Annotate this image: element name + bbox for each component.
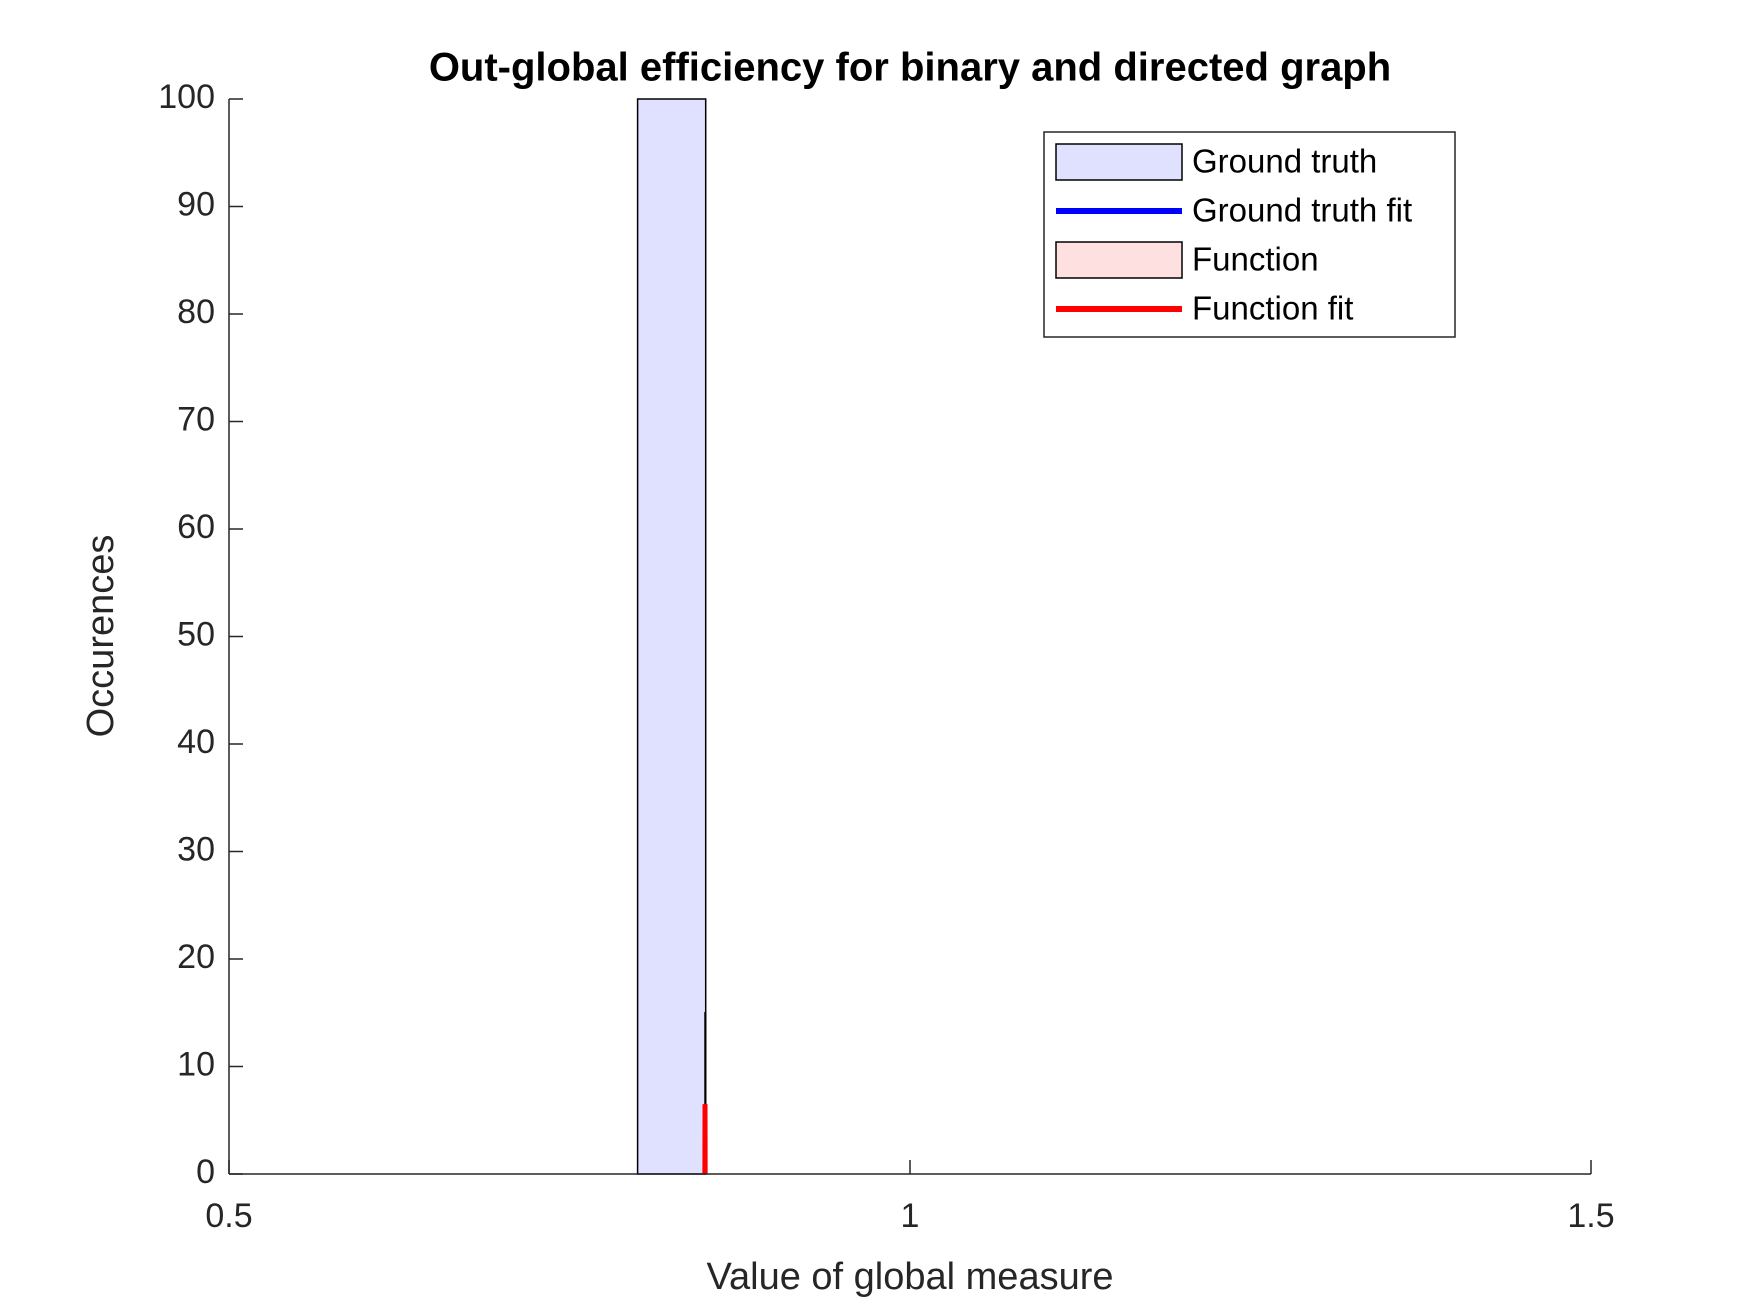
x-tick-label: 0.5	[205, 1197, 252, 1235]
legend-swatch	[1055, 143, 1183, 181]
y-tick-label: 100	[158, 78, 215, 116]
y-tick-label: 70	[177, 400, 215, 438]
y-tick-label: 0	[196, 1153, 215, 1191]
x-tick-label: 1	[901, 1197, 920, 1235]
y-tick-label: 50	[177, 615, 215, 653]
x-axis-label: Value of global measure	[707, 1256, 1114, 1298]
y-tick-label: 80	[177, 293, 215, 331]
y-axis-label: Occurences	[80, 535, 122, 738]
legend-label: Ground truth	[1192, 143, 1377, 180]
y-tick-label: 40	[177, 723, 215, 761]
y-tick-label: 10	[177, 1045, 215, 1083]
hist-bar	[636, 98, 707, 1175]
y-tick-label: 30	[177, 830, 215, 868]
chart-title: Out-global efficiency for binary and dir…	[429, 46, 1391, 90]
legend-label: Function fit	[1192, 290, 1353, 327]
legend-swatch	[1055, 241, 1183, 279]
legend-label: Ground truth fit	[1192, 192, 1412, 229]
legend-label: Function	[1192, 241, 1319, 278]
x-tick-label: 1.5	[1567, 1197, 1614, 1235]
y-tick-label: 90	[177, 185, 215, 223]
y-tick-label: 60	[177, 508, 215, 546]
y-tick-label: 20	[177, 938, 215, 976]
